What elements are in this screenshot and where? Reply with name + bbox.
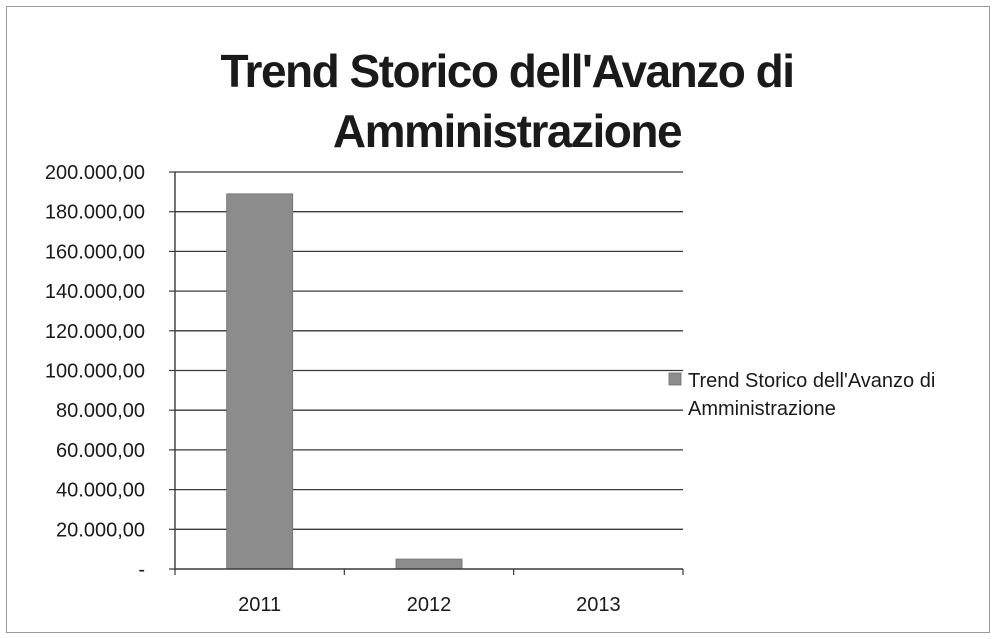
chart-title-line-2: Amministrazione [333, 105, 682, 157]
chart-title-line-1: Trend Storico dell'Avanzo di [221, 45, 794, 97]
y-tick-label: 200.000,00 [45, 162, 145, 184]
x-tick-label: 2012 [407, 594, 452, 616]
bar [226, 193, 294, 570]
y-tick-label: 80.000,00 [56, 400, 145, 422]
y-tick-label: - [138, 559, 145, 581]
y-tick-label: 140.000,00 [45, 281, 145, 303]
y-tick-label: 160.000,00 [45, 241, 145, 263]
x-tick-label: 2013 [576, 594, 621, 616]
y-tick-label: 120.000,00 [45, 321, 145, 343]
legend-label: Trend Storico dell'Avanzo di [688, 370, 935, 392]
y-tick-label: 40.000,00 [56, 480, 145, 502]
x-tick-label: 2011 [238, 594, 281, 616]
legend-label: Amministrazione [688, 398, 836, 420]
y-tick-label: 100.000,00 [45, 361, 145, 383]
chart: Trend Storico dell'Avanzo di Amministraz… [45, 45, 935, 616]
bar [395, 558, 463, 570]
y-tick-label: 20.000,00 [56, 519, 145, 541]
chart-area: Trend Storico dell'Avanzo di Amministraz… [6, 6, 990, 633]
y-tick-label: 60.000,00 [56, 440, 145, 462]
legend-swatch [668, 372, 682, 386]
y-tick-label: 180.000,00 [45, 202, 145, 224]
